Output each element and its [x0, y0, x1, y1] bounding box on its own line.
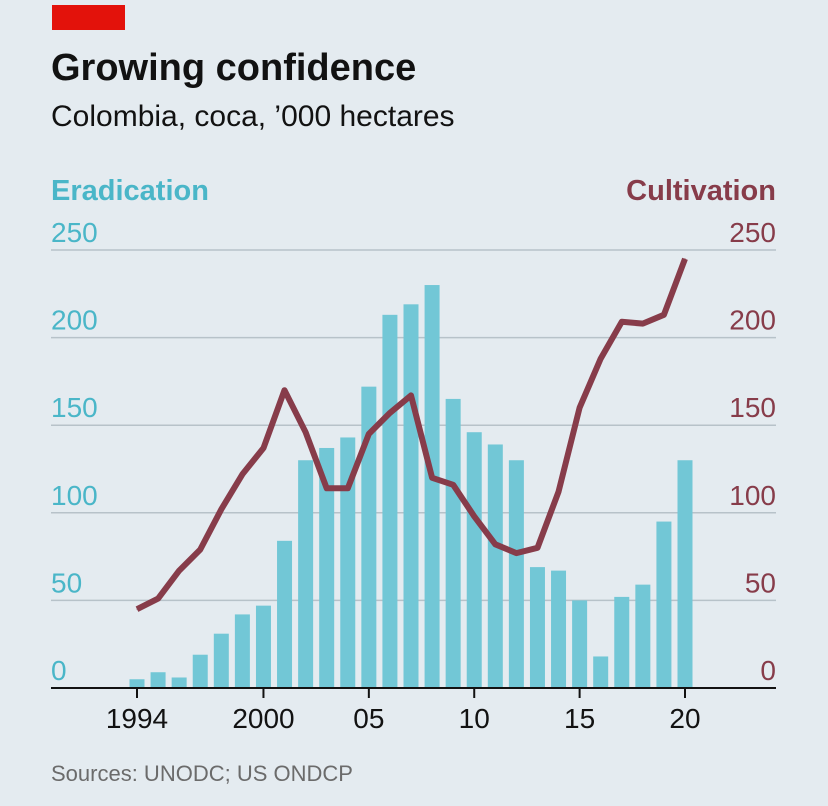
eradication-bar	[361, 386, 377, 688]
cultivation-point	[621, 321, 623, 323]
cultivation-point	[536, 547, 538, 549]
left-tick-label: 50	[51, 567, 82, 598]
eradication-bar	[150, 672, 166, 688]
eradication-bar	[656, 521, 672, 688]
cultivation-point	[136, 608, 138, 610]
cultivation-point	[663, 314, 665, 316]
cultivation-point	[473, 515, 475, 517]
cultivation-point	[178, 570, 180, 572]
cultivation-point	[494, 543, 496, 545]
x-tick-label: 15	[564, 703, 595, 734]
cultivation-point	[305, 431, 307, 433]
cultivation-point	[157, 598, 159, 600]
x-tick-label: 1994	[106, 703, 168, 734]
x-tick-label: 20	[669, 703, 700, 734]
eradication-bar	[129, 679, 145, 688]
cultivation-point	[284, 389, 286, 391]
eradication-bar	[593, 656, 609, 688]
eradication-bar	[171, 677, 187, 688]
eradication-bar	[551, 570, 567, 688]
cultivation-point	[262, 447, 264, 449]
left-tick-label: 200	[51, 305, 98, 336]
cultivation-point	[220, 508, 222, 510]
right-tick-label: 150	[729, 392, 776, 423]
eradication-bar	[487, 444, 503, 688]
cultivation-point	[199, 549, 201, 551]
cultivation-point	[389, 412, 391, 414]
eradication-bar	[255, 605, 271, 688]
eradication-bar	[424, 285, 440, 688]
cultivation-point	[431, 477, 433, 479]
eradication-bar	[277, 540, 293, 688]
eradication-bar	[340, 437, 356, 688]
right-tick-label: 0	[760, 655, 776, 686]
eradication-bar	[445, 398, 461, 688]
source-note: Sources: UNODC; US ONDCP	[51, 761, 353, 786]
cultivation-point	[347, 487, 349, 489]
cultivation-point	[410, 394, 412, 396]
cultivation-point	[241, 473, 243, 475]
left-tick-label: 100	[51, 480, 98, 511]
cultivation-line-group	[135, 257, 688, 612]
eradication-bar	[466, 432, 482, 688]
right-axis-title: Cultivation	[626, 175, 776, 207]
right-tick-label: 200	[729, 305, 776, 336]
eradication-bar	[508, 460, 524, 688]
eradication-bar	[529, 567, 545, 688]
eradication-bar	[213, 633, 229, 688]
right-tick-label: 100	[729, 480, 776, 511]
left-axis-title: Eradication	[51, 175, 209, 207]
x-tick-label: 10	[459, 703, 490, 734]
left-axis-ticks: 0 50 100 150 200 250	[51, 217, 98, 686]
eradication-bar	[382, 314, 398, 688]
red-accent-tag	[52, 5, 125, 30]
eradication-bar	[298, 460, 314, 688]
x-axis: 1994 2000 05 10 15 20	[51, 687, 776, 734]
cultivation-point	[642, 323, 644, 325]
cultivation-point	[452, 484, 454, 486]
eradication-bar	[572, 600, 588, 688]
cultivation-point	[326, 487, 328, 489]
left-tick-label: 250	[51, 217, 98, 248]
cultivation-point	[368, 433, 370, 435]
chart-title: Growing confidence	[51, 47, 416, 89]
eradication-bar	[234, 614, 250, 688]
eradication-bar	[614, 596, 630, 688]
eradication-bar	[319, 447, 335, 688]
cultivation-point	[600, 358, 602, 360]
left-tick-label: 150	[51, 392, 98, 423]
x-tick-label: 05	[353, 703, 384, 734]
cultivation-point	[558, 491, 560, 493]
eradication-bar	[403, 304, 419, 688]
chart-subtitle: Colombia, coca, ’000 hectares	[51, 100, 455, 133]
left-tick-label: 0	[51, 655, 67, 686]
cultivation-point	[579, 407, 581, 409]
eradication-bar	[677, 460, 693, 688]
x-tick-label: 2000	[232, 703, 294, 734]
right-tick-label: 50	[745, 567, 776, 598]
right-axis-ticks: 0 50 100 150 200 250	[729, 217, 776, 686]
right-tick-label: 250	[729, 217, 776, 248]
eradication-bar	[635, 584, 651, 688]
eradication-bar	[192, 654, 208, 688]
cultivation-point	[515, 552, 517, 554]
cultivation-point	[684, 258, 686, 260]
